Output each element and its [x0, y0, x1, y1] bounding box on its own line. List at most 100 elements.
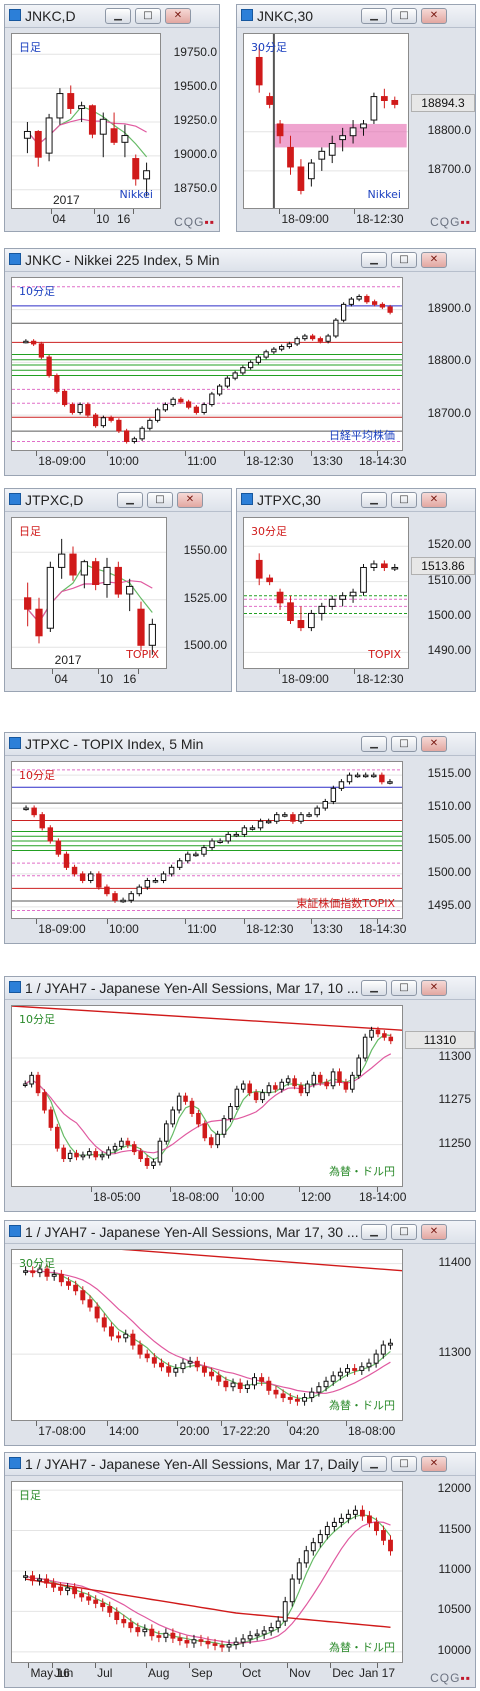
maximize-button[interactable]: □	[391, 1224, 417, 1240]
candle	[225, 831, 231, 844]
plot-area[interactable]	[11, 1005, 403, 1187]
minimize-button[interactable]: ▁	[361, 252, 387, 268]
plot-area[interactable]	[11, 517, 167, 669]
chart-window-jnkc-30[interactable]: JNKC,30 ▁ □ ✕ 30分足 Nikkei 18800.0 18700.0 18894.…	[236, 4, 476, 232]
instrument-name-label: TOPIX	[368, 648, 401, 661]
window-title-bar[interactable]: 1 / JYAH7 - Japanese Yen-All Sessions, M…	[5, 1221, 475, 1244]
cqg-logo: CQG▪▪	[430, 1671, 471, 1685]
candle	[116, 1331, 122, 1343]
plot-area[interactable]	[11, 1249, 403, 1421]
maximize-button[interactable]: □	[391, 736, 417, 752]
maximize-button[interactable]: □	[391, 1456, 417, 1472]
candle	[322, 798, 328, 811]
chart-window-jtpxc-d[interactable]: JTPXC,D ▁ □ ✕ 日足 TOPIX 1550.00 1525.00 1500.00 04…	[4, 488, 232, 692]
plot-area[interactable]	[11, 33, 161, 209]
candle	[337, 1367, 343, 1381]
minimize-button[interactable]: ▁	[105, 8, 131, 24]
window-title-bar[interactable]: 1 / JYAH7 - Japanese Yen-All Sessions, M…	[5, 977, 475, 1000]
chart-window-jnkc-5[interactable]: JNKC - Nikkei 225 Index, 5 Min ▁ □ ✕ 10分足 日経平…	[4, 248, 476, 476]
plot-area[interactable]	[243, 33, 409, 209]
close-button[interactable]: ✕	[421, 252, 447, 268]
x-tick-mark	[52, 669, 54, 674]
candle	[370, 560, 378, 572]
candle	[307, 159, 315, 187]
minimize-button[interactable]: ▁	[361, 8, 387, 24]
chart-window-jyah7-30[interactable]: 1 / JYAH7 - Japanese Yen-All Sessions, M…	[4, 1220, 476, 1446]
maximize-button[interactable]: □	[391, 492, 417, 508]
candle	[349, 120, 357, 144]
candle	[69, 402, 76, 415]
window-title-bar[interactable]: JNKC,D ▁ □ ✕	[5, 5, 219, 28]
chart-window-jtpxc-5[interactable]: JTPXC - TOPIX Index, 5 Min ▁ □ ✕ 10分足 東証株価指数T…	[4, 732, 476, 944]
chart-window-icon	[9, 1457, 21, 1469]
chart-window-jyah7-d[interactable]: 1 / JYAH7 - Japanese Yen-All Sessions, M…	[4, 1452, 476, 1688]
candle	[58, 1582, 64, 1596]
window-title-bar[interactable]: JNKC,30 ▁ □ ✕	[237, 5, 475, 28]
candle	[374, 1517, 379, 1536]
close-button[interactable]: ✕	[421, 492, 447, 508]
candle	[209, 838, 215, 851]
close-button[interactable]: ✕	[421, 8, 447, 24]
long-moving-average	[121, 1250, 402, 1272]
plot-area[interactable]	[11, 761, 403, 919]
window-title-bar[interactable]: 1 / JYAH7 - Japanese Yen-All Sessions, M…	[5, 1453, 475, 1476]
minimize-button[interactable]: ▁	[361, 736, 387, 752]
instrument-name-label: TOPIX	[126, 648, 159, 661]
x-tick-label: 20:00	[179, 1424, 210, 1438]
close-button[interactable]: ✕	[421, 1456, 447, 1472]
x-tick-label: 04:20	[289, 1424, 320, 1438]
x-tick-mark	[177, 1421, 179, 1426]
maximize-button[interactable]: □	[147, 492, 173, 508]
candle	[156, 1630, 162, 1643]
maximize-button[interactable]: □	[135, 8, 161, 24]
candle	[265, 818, 272, 824]
candle	[201, 844, 207, 857]
last-price-box: 11310	[405, 1030, 475, 1049]
candle	[120, 897, 126, 903]
x-tick-mark	[279, 669, 281, 674]
window-title-bar[interactable]: JTPXC,D ▁ □ ✕	[5, 489, 231, 512]
plot-area[interactable]	[243, 517, 409, 669]
window-title-bar[interactable]: JTPXC - TOPIX Index, 5 Min ▁ □ ✕	[5, 733, 475, 756]
candle	[379, 302, 386, 310]
maximize-button[interactable]: □	[391, 252, 417, 268]
candle	[78, 101, 86, 122]
minimize-button[interactable]: ▁	[361, 1456, 387, 1472]
window-title: JTPXC - TOPIX Index, 5 Min	[25, 736, 204, 752]
minimize-button[interactable]: ▁	[117, 492, 143, 508]
chart-window-jtpxc-30[interactable]: JTPXC,30 ▁ □ ✕ 30分足 TOPIX 1520.00 1510.00 1500.0…	[236, 488, 476, 692]
cqg-logo: CQG▪▪	[430, 215, 471, 229]
candle	[187, 1356, 193, 1368]
candle	[198, 1634, 204, 1647]
candle	[266, 92, 274, 109]
maximize-button[interactable]: □	[391, 8, 417, 24]
minimize-button[interactable]: ▁	[361, 980, 387, 996]
candle	[178, 397, 184, 405]
close-button[interactable]: ✕	[177, 492, 203, 508]
window-title-bar[interactable]: JNKC - Nikkei 225 Index, 5 Min ▁ □ ✕	[5, 249, 475, 272]
candle	[387, 1338, 393, 1350]
close-button[interactable]: ✕	[165, 8, 191, 24]
candle	[196, 1110, 201, 1128]
minimize-button[interactable]: ▁	[361, 492, 387, 508]
chart-window-jnkc-d[interactable]: JNKC,D ▁ □ ✕ 日足 Nikkei 19750.0 19500.0 19250.0 19…	[4, 4, 220, 232]
candle	[183, 1092, 188, 1105]
window-title-bar[interactable]: JTPXC,30 ▁ □ ✕	[237, 489, 475, 512]
candle	[240, 365, 246, 376]
maximize-button[interactable]: □	[391, 980, 417, 996]
chart-window-jyah7-10[interactable]: 1 / JYAH7 - Japanese Yen-All Sessions, M…	[4, 976, 476, 1212]
x-tick-label: 18-09:00	[38, 454, 86, 468]
candle	[46, 561, 54, 632]
close-button[interactable]: ✕	[421, 736, 447, 752]
close-button[interactable]: ✕	[421, 980, 447, 996]
plot-area[interactable]	[11, 277, 403, 451]
minimize-button[interactable]: ▁	[361, 1224, 387, 1240]
plot-area[interactable]	[11, 1481, 403, 1663]
x-tick-mark	[189, 1663, 191, 1668]
candle	[314, 805, 320, 818]
candle	[55, 838, 62, 857]
candle	[170, 1628, 176, 1643]
candle	[280, 1389, 286, 1403]
chart-svg	[12, 538, 166, 655]
close-button[interactable]: ✕	[421, 1224, 447, 1240]
